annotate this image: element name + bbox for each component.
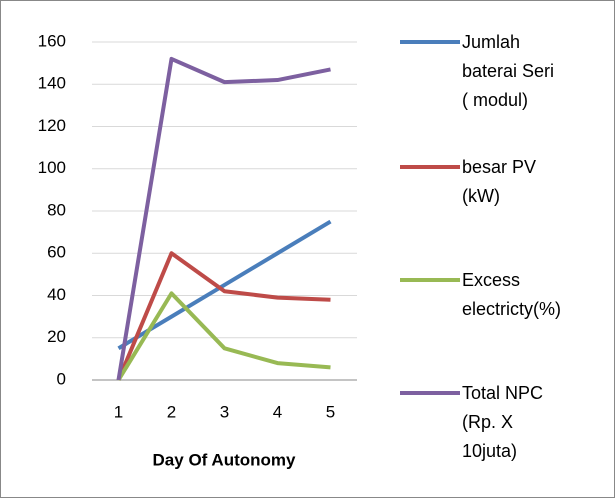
x-tick-label: 2: [167, 402, 176, 421]
y-tick-label: 80: [47, 200, 66, 219]
x-axis-title: Day Of Autonomy: [153, 450, 296, 469]
legend-label: besar PV (kW): [462, 157, 537, 206]
series-line: [117, 219, 332, 351]
y-tick-label: 40: [47, 285, 66, 304]
series-line: [116, 251, 331, 381]
y-tick-label: 120: [38, 116, 66, 135]
x-tick-label: 5: [326, 402, 335, 421]
x-tick-label: 3: [220, 402, 229, 421]
legend-label: Jumlah baterai Seri ( modul): [462, 32, 555, 110]
legend-label: Excess electricty(%): [462, 270, 562, 319]
y-tick-label: 60: [47, 243, 66, 262]
x-tick-label: 4: [273, 402, 282, 421]
series-line: [116, 56, 331, 381]
legend-label: Total NPC (Rp. X 10juta): [462, 383, 544, 461]
y-tick-label: 140: [38, 74, 66, 93]
y-tick-label: 20: [47, 327, 66, 346]
y-tick-label: 0: [57, 369, 66, 388]
x-tick-label: 1: [114, 402, 123, 421]
series-line: [116, 291, 331, 382]
y-tick-label: 100: [38, 158, 66, 177]
y-tick-label: 160: [38, 31, 66, 50]
